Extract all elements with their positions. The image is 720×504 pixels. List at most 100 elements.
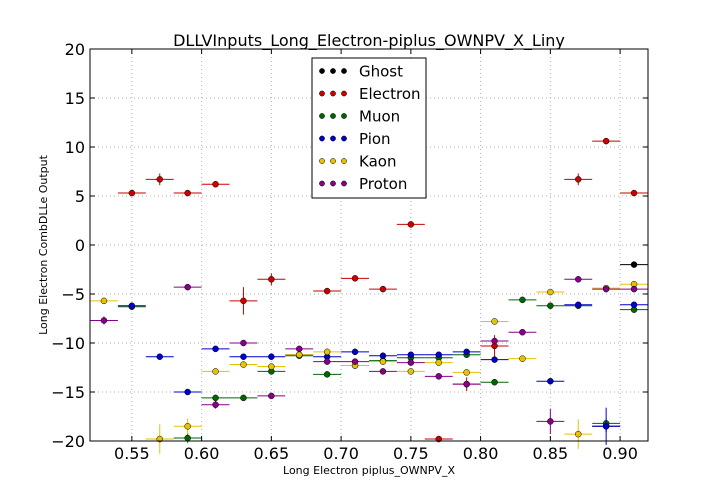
- x-tick-label: 0.90: [602, 444, 638, 463]
- legend-label: Pion: [359, 130, 391, 148]
- x-tick-label: 0.55: [114, 444, 150, 463]
- y-tick-label: −5: [61, 285, 85, 304]
- data-point: [240, 297, 247, 305]
- data-point: [630, 189, 638, 197]
- ticks: 0.55 0.60 0.65 0.70 0.75 0.80 0.85 0.90 −20 −15 −1…: [51, 40, 648, 463]
- series-pion: [117, 301, 648, 445]
- data-point: [379, 285, 387, 293]
- y-axis-label: Long Electron CombDLLe Output: [37, 154, 50, 335]
- data-point: [407, 359, 415, 366]
- y-tick-label: 15: [65, 89, 85, 108]
- data-point: [547, 302, 554, 310]
- y-tick-label: 20: [65, 40, 85, 59]
- legend-marker: [330, 135, 336, 142]
- data-point: [602, 137, 610, 145]
- y-tick-label: −10: [51, 334, 85, 353]
- legend-marker: [319, 180, 325, 187]
- data-point: [630, 261, 638, 268]
- x-tick-label: 0.65: [254, 444, 290, 463]
- data-point: [407, 221, 415, 228]
- legend-label: Proton: [359, 175, 407, 193]
- data-point: [491, 378, 498, 386]
- y-tick-label: −20: [51, 432, 85, 451]
- data-point: [630, 285, 638, 293]
- legend-label: Electron: [359, 85, 421, 103]
- legend-label: Kaon: [359, 153, 396, 171]
- data-point: [268, 353, 275, 360]
- data-point: [184, 189, 191, 197]
- data-point: [296, 345, 303, 353]
- legend-marker: [330, 180, 336, 187]
- legend-marker: [319, 113, 325, 119]
- legend-marker: [330, 158, 336, 164]
- data-point: [212, 368, 219, 375]
- legend-marker: [341, 113, 347, 119]
- data-point: [519, 296, 526, 304]
- data-point: [351, 275, 359, 282]
- legend-marker: [341, 180, 347, 187]
- data-point: [491, 356, 498, 363]
- data-point: [351, 358, 359, 365]
- data-point: [602, 423, 610, 430]
- legend-marker: [341, 158, 347, 164]
- x-tick-label: 0.85: [533, 444, 569, 463]
- data-point: [435, 359, 442, 366]
- data-point: [547, 288, 554, 296]
- data-point: [547, 418, 554, 425]
- data-point: [379, 368, 387, 375]
- data-point: [268, 276, 275, 283]
- data-point: [156, 353, 163, 360]
- x-tick-label: 0.60: [184, 444, 220, 463]
- data-point: [268, 392, 275, 400]
- series-proton: [90, 276, 648, 435]
- y-tick-label: 5: [75, 187, 85, 206]
- series-kaon: [90, 280, 648, 454]
- x-tick-label: 0.70: [323, 444, 359, 463]
- data-point: [212, 180, 219, 188]
- legend-marker: [319, 90, 325, 97]
- data-point: [491, 318, 498, 325]
- x-axis-label: Long Electron piplus_OWNPV_X: [283, 464, 455, 477]
- data-point: [435, 373, 442, 380]
- data-point: [323, 348, 331, 356]
- data-point: [407, 368, 415, 375]
- data-point: [602, 285, 610, 293]
- data-point: [630, 301, 638, 309]
- data-point: [212, 394, 219, 402]
- data-point: [463, 348, 470, 356]
- y-tick-label: −15: [51, 383, 85, 402]
- legend-marker: [341, 68, 347, 74]
- legend-marker: [319, 158, 325, 164]
- legend-marker: [319, 135, 325, 142]
- data-point: [128, 302, 136, 310]
- data-point: [240, 339, 247, 347]
- data-point: [212, 401, 219, 408]
- legend-box: [311, 57, 427, 199]
- data-point: [463, 380, 470, 388]
- legend: Ghost Electron Muon Pion Kaon Proton: [311, 57, 427, 199]
- data-point: [184, 423, 191, 430]
- data-point: [296, 351, 303, 359]
- data-point: [184, 283, 191, 291]
- data-point: [379, 358, 387, 365]
- data-point: [407, 351, 415, 359]
- data-point: [435, 351, 442, 359]
- data-point: [575, 276, 582, 283]
- series-electron: [117, 137, 648, 443]
- x-tick-label: 0.75: [393, 444, 429, 463]
- data-point: [547, 377, 554, 385]
- y-tick-label: 0: [75, 236, 85, 255]
- data-point: [212, 345, 219, 353]
- legend-marker: [341, 135, 347, 142]
- data-point: [519, 328, 526, 336]
- data-point: [519, 355, 526, 362]
- legend-marker: [319, 68, 325, 74]
- y-tick-label: 10: [65, 138, 85, 157]
- data-point: [268, 363, 275, 370]
- data-point: [575, 176, 582, 183]
- data-point: [240, 361, 247, 368]
- legend-marker: [330, 68, 336, 74]
- data-point: [184, 388, 191, 396]
- data-point: [184, 434, 191, 442]
- legend-label: Ghost: [359, 63, 403, 81]
